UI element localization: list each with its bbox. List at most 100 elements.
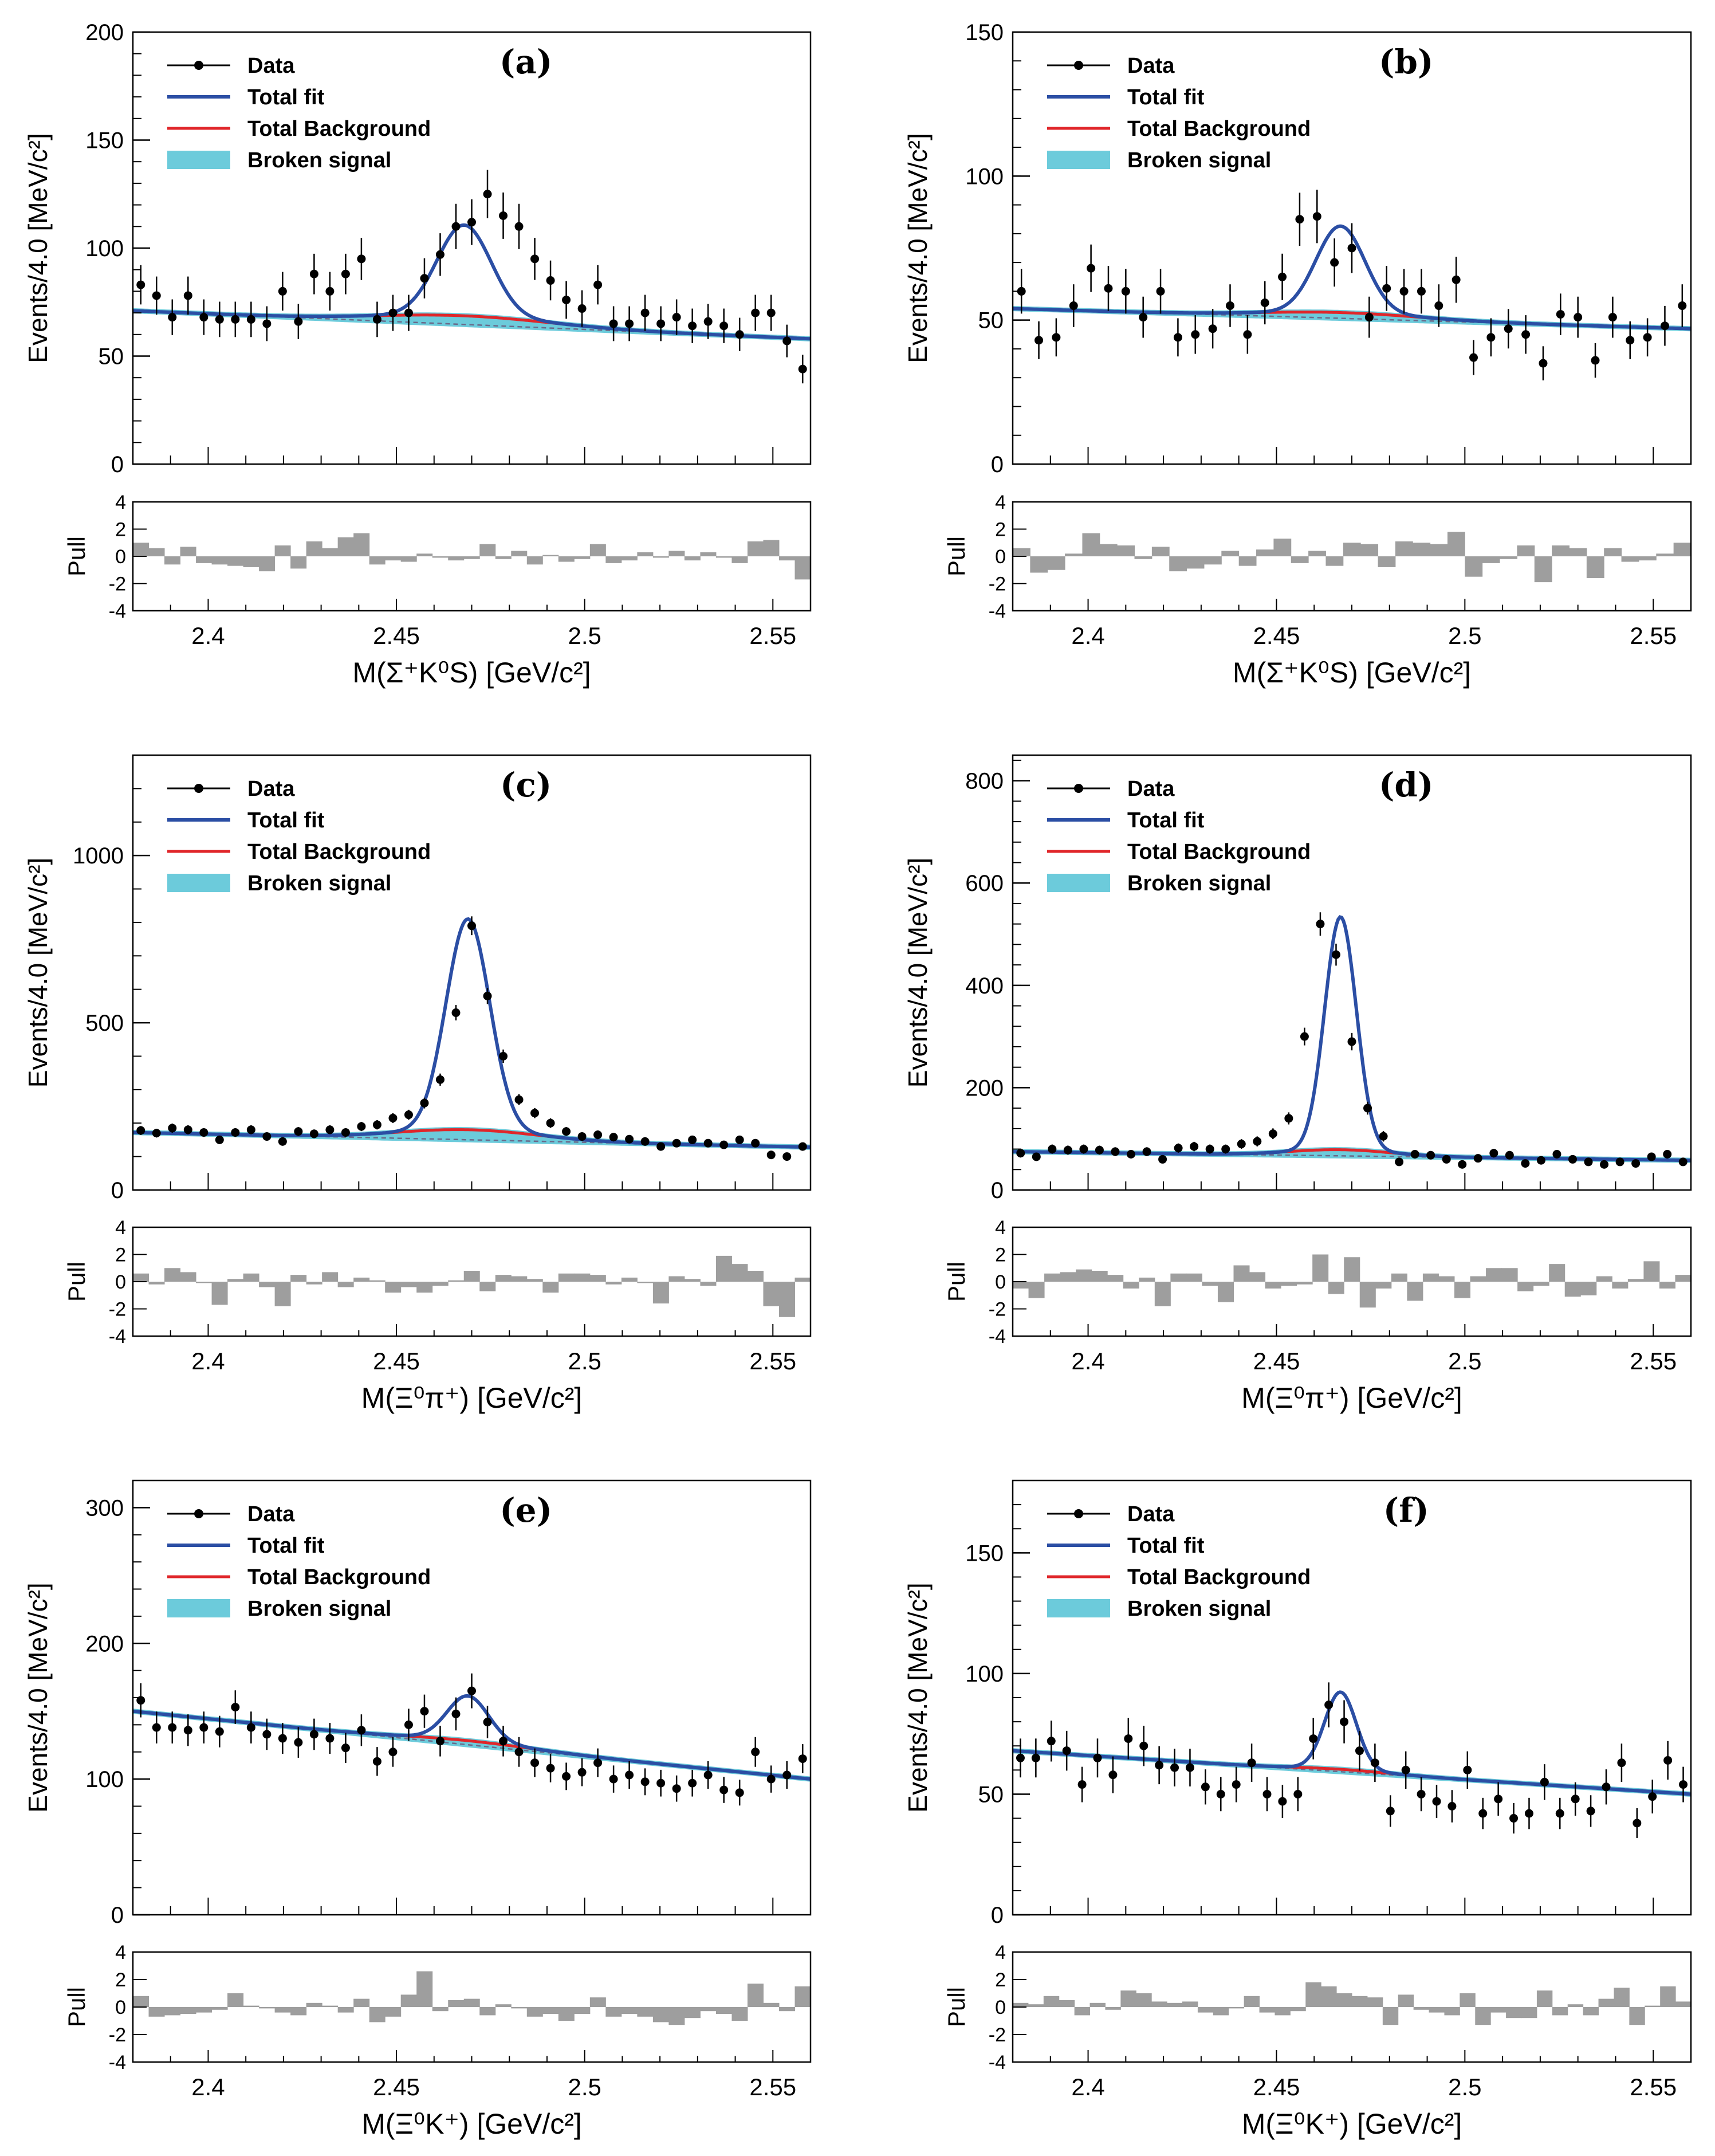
pull-bar — [526, 2007, 543, 2017]
legend-data-marker — [1074, 61, 1083, 70]
chart-panel-f: 0 50 100 150 -4 -2 0 2 4 2.4 2.45 2.5 2.55 Events/4.0… — [903, 1479, 1692, 2140]
pull-tick-label: 0 — [995, 546, 1006, 568]
panel-label: (d) — [1379, 765, 1433, 804]
data-point — [766, 1150, 776, 1160]
pull-bar — [589, 544, 606, 556]
data-point — [1185, 1763, 1194, 1772]
data-point — [404, 1720, 413, 1729]
pull-bar — [794, 1986, 811, 2007]
data-point — [1032, 1152, 1041, 1161]
panel-label: (b) — [1379, 42, 1433, 81]
data-point — [1469, 353, 1478, 362]
pull-bar — [1407, 1282, 1423, 1301]
y-tick-label: 100 — [85, 236, 124, 261]
pull-bar — [432, 556, 449, 558]
data-point — [1324, 1701, 1334, 1710]
legend-total-fit-label: Total fit — [1127, 85, 1205, 109]
data-point — [546, 1764, 555, 1773]
pull-bar — [1343, 543, 1361, 556]
pull-bar — [1059, 2000, 1075, 2007]
data-point — [199, 313, 209, 322]
data-point — [1190, 1142, 1199, 1151]
data-point — [1142, 1147, 1151, 1156]
pull-bar — [1028, 1282, 1045, 1298]
pull-bar — [763, 1282, 780, 1306]
pull-bar — [1202, 1282, 1218, 1286]
pull-bar — [1134, 556, 1152, 559]
data-point — [1077, 1780, 1087, 1789]
data-point — [562, 295, 571, 304]
pull-bar — [1567, 2004, 1584, 2007]
y-tick-label: 100 — [965, 164, 1004, 189]
data-point — [372, 1120, 381, 1129]
pull-bar — [432, 1282, 449, 1286]
pull-bar — [1139, 1277, 1155, 1282]
pull-bar — [652, 2007, 669, 2023]
pull-bar — [180, 1272, 196, 1282]
pull-bar — [369, 2007, 386, 2023]
pull-bar — [1580, 1282, 1597, 1295]
pull-bar — [1325, 556, 1344, 566]
pull-bar — [196, 2007, 213, 2013]
data-point — [404, 308, 413, 317]
data-point — [640, 308, 650, 317]
data-point — [1473, 1154, 1482, 1163]
pull-bar — [1460, 1993, 1476, 2007]
data-point — [1452, 275, 1461, 284]
x-tick-label: 2.55 — [1630, 2073, 1677, 2100]
data-point — [688, 1135, 697, 1144]
legend-total-fit-label: Total fit — [247, 1534, 325, 1558]
pull-bar — [1256, 549, 1274, 556]
pull-axis-title: Pull — [943, 536, 970, 576]
pull-bar — [1182, 2001, 1198, 2007]
main-plot-frame — [132, 754, 812, 1191]
data-point — [435, 1737, 445, 1746]
y-axis-title: Events/4.0 [MeV/c²] — [903, 1582, 933, 1812]
pull-tick-label: 4 — [115, 492, 126, 513]
x-axis-title: M(Σ⁺K⁰S) [GeV/c²] — [352, 657, 591, 689]
data-point — [1158, 1154, 1167, 1164]
legend-broken-signal-swatch — [167, 151, 230, 169]
pull-bar — [290, 2007, 307, 2016]
x-tick-label: 2.4 — [191, 622, 225, 649]
data-point — [388, 308, 398, 317]
pull-bar — [1221, 551, 1240, 556]
data-point — [1221, 1145, 1230, 1154]
data-point — [1364, 313, 1374, 322]
pull-bar — [1013, 1282, 1029, 1289]
pull-bar — [1569, 548, 1587, 556]
y-axis-title: Events/4.0 [MeV/c²] — [23, 1582, 53, 1812]
pull-bar — [1596, 1276, 1612, 1282]
pull-bar — [1391, 1273, 1407, 1282]
data-point — [577, 304, 587, 313]
legend-broken-signal-label: Broken signal — [247, 871, 391, 896]
data-point — [278, 1137, 287, 1146]
pull-bar — [196, 1282, 213, 1283]
pull-tick-label: 2 — [995, 1969, 1006, 1991]
pull-bar — [652, 1282, 669, 1303]
data-point — [672, 1138, 681, 1148]
pull-tick-label: 0 — [115, 1271, 126, 1293]
data-point — [688, 1778, 697, 1788]
data-point — [451, 1709, 461, 1718]
x-tick-label: 2.45 — [373, 622, 420, 649]
main-plot-frame — [1012, 1479, 1692, 1916]
y-tick-label: 200 — [965, 1075, 1004, 1101]
data-point — [1155, 1761, 1164, 1770]
pull-bar — [1043, 1996, 1060, 2007]
pull-bar — [794, 1277, 811, 1282]
pull-bar — [1091, 1271, 1108, 1282]
legend-data-marker — [1074, 784, 1083, 793]
pull-bar — [1275, 2007, 1291, 2016]
legend-broken-signal-label: Broken signal — [1127, 1597, 1271, 1621]
pull-tick-label: 4 — [995, 1942, 1006, 1963]
data-point — [1574, 313, 1583, 322]
pull-bar — [637, 1282, 654, 1283]
pull-bar — [1249, 1272, 1266, 1282]
data-point — [1434, 301, 1443, 311]
y-tick-label: 100 — [965, 1662, 1004, 1687]
data-point — [1284, 1114, 1293, 1123]
data-point — [1379, 1132, 1388, 1141]
data-point — [1268, 1129, 1277, 1138]
